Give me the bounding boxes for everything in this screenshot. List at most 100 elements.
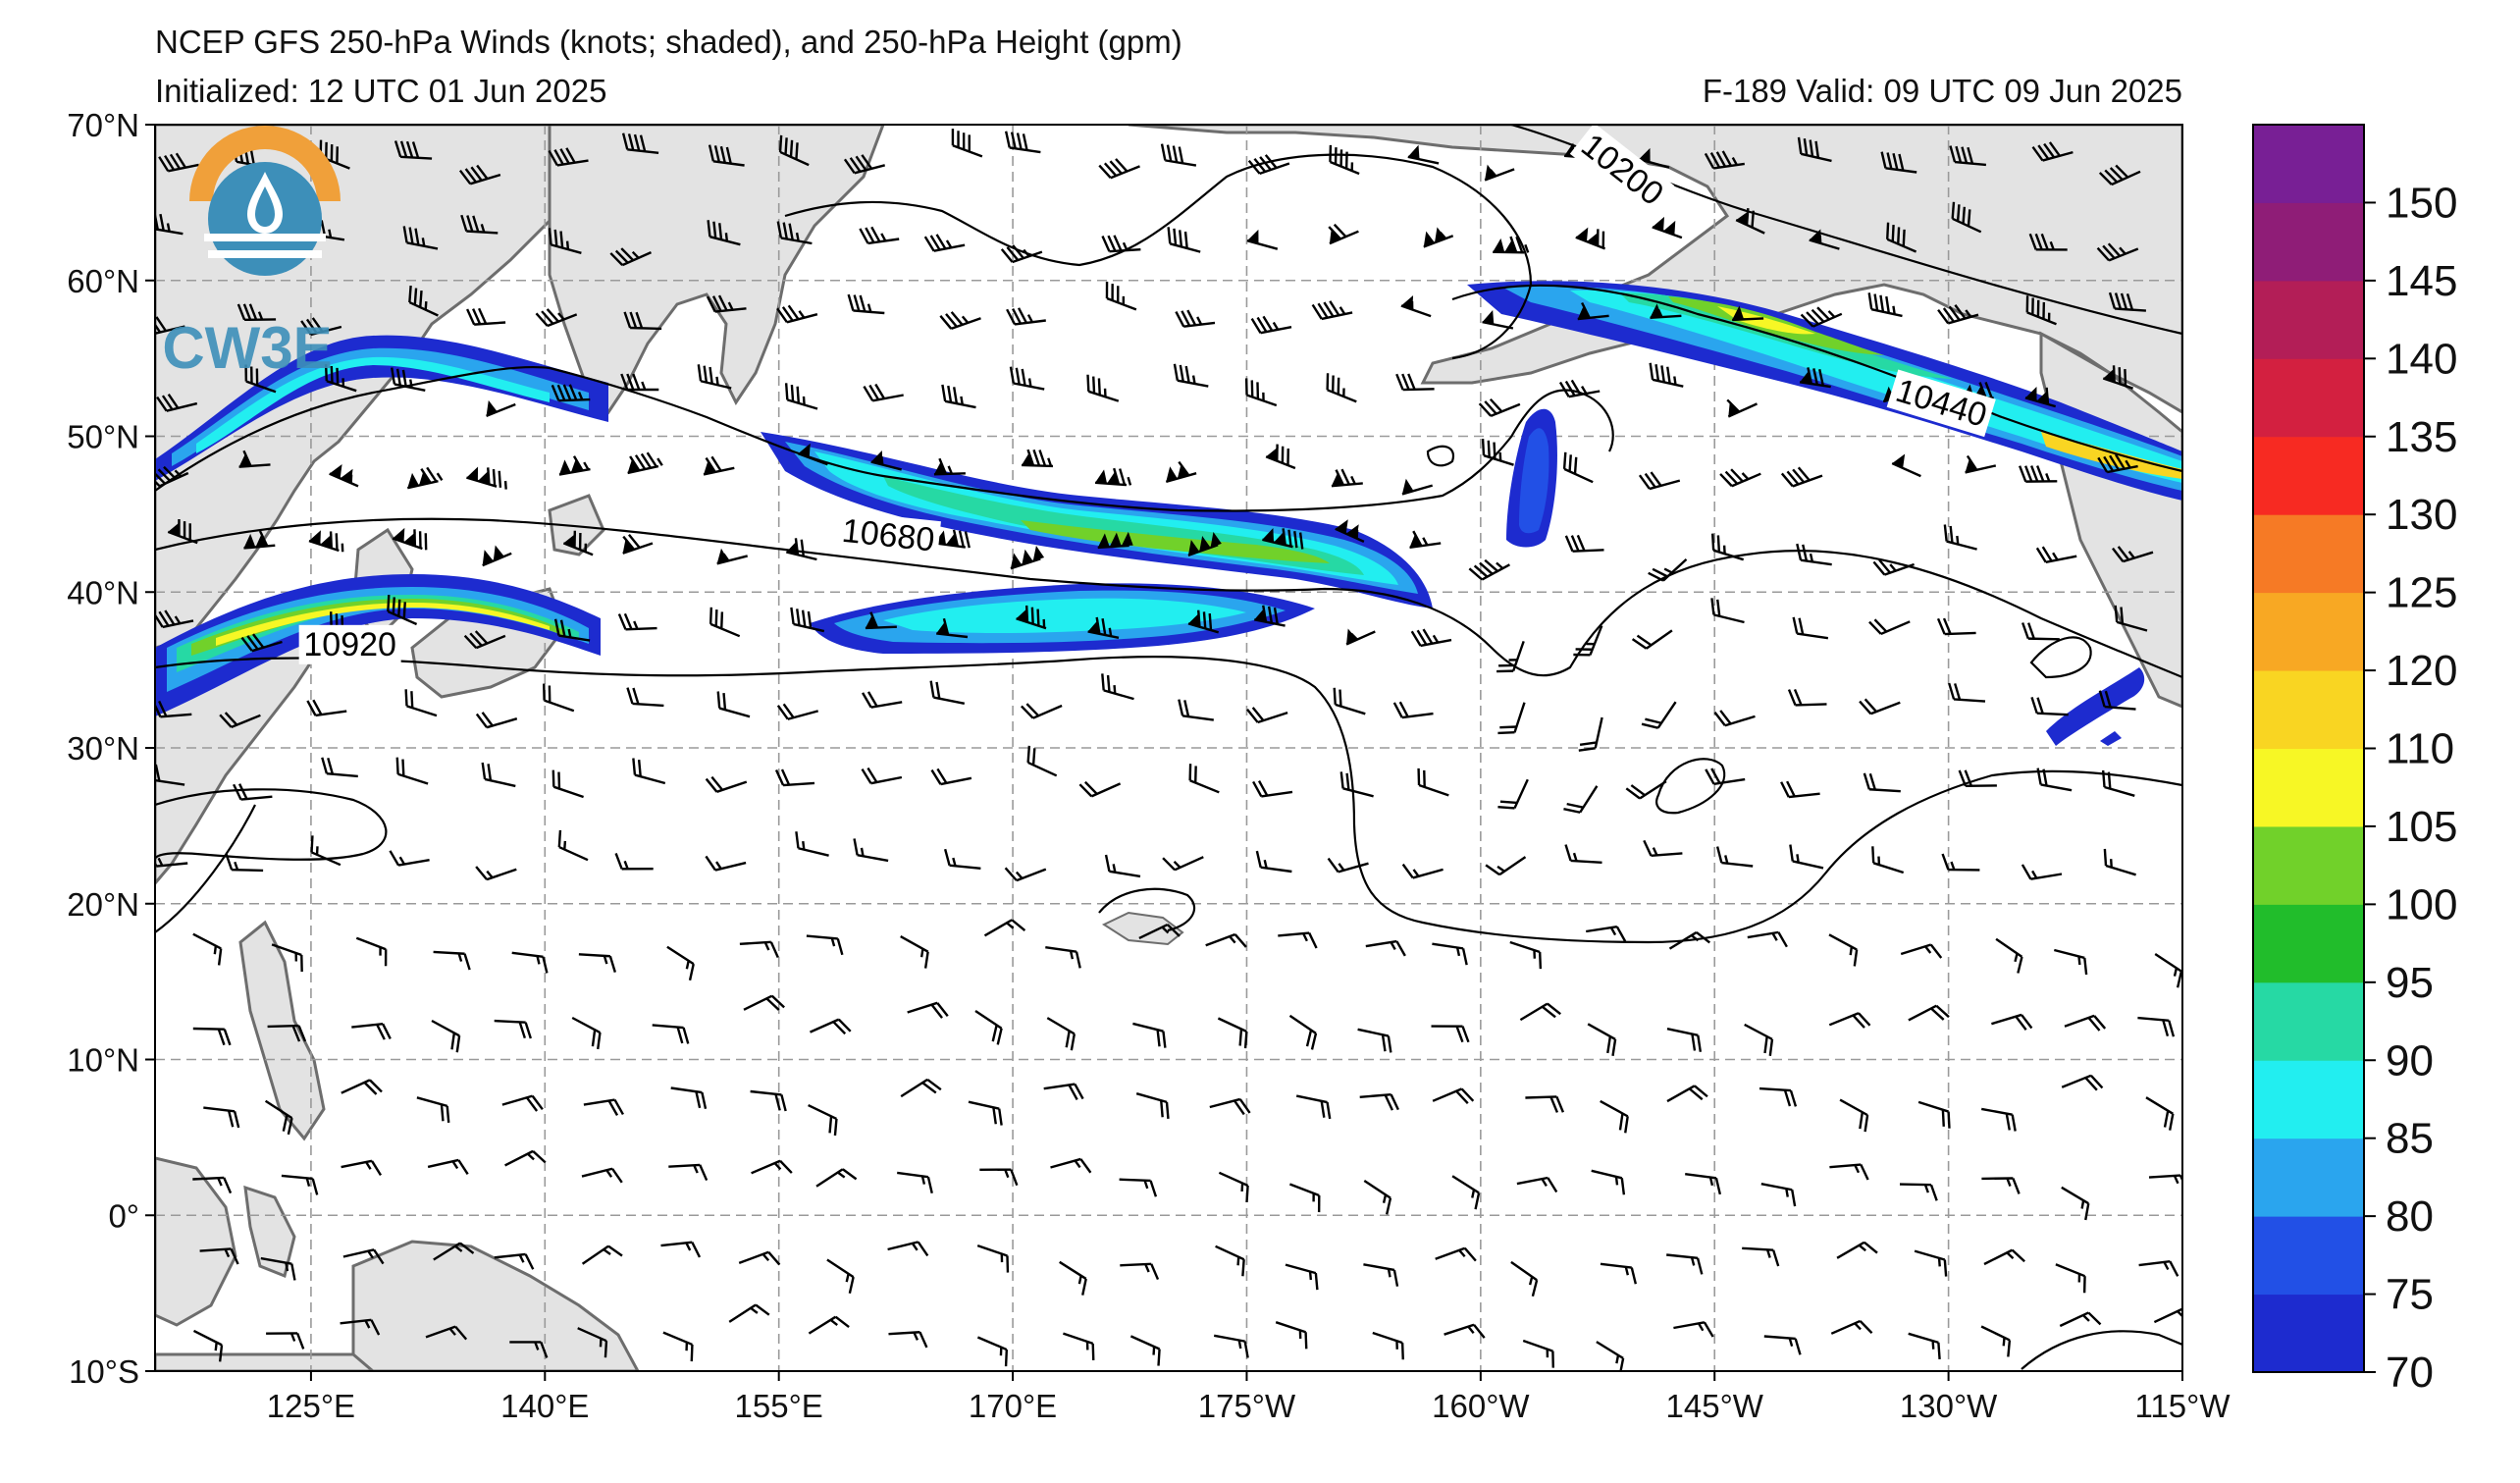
- wind-barb: [1715, 846, 1754, 868]
- wind-barb: [623, 311, 662, 331]
- wind-barb: [1435, 1246, 1477, 1262]
- wind-barb: [329, 463, 359, 488]
- wind-barb: [578, 953, 616, 973]
- land-sulawesi-moluccas: [243, 1185, 296, 1279]
- wind-barb: [1345, 628, 1376, 646]
- wind-barb: [1262, 528, 1304, 550]
- wind-barb: [391, 367, 426, 392]
- wind-barb: [1395, 373, 1435, 392]
- wind-barb: [1187, 609, 1220, 634]
- wind-barb: [1046, 1017, 1076, 1051]
- colorbar-tick-label: 120: [2386, 647, 2457, 695]
- wind-barb: [2101, 769, 2135, 797]
- contour-south-west-2: [155, 804, 256, 933]
- wind-barb: [1160, 143, 1197, 167]
- wind-barb: [1917, 1100, 1951, 1129]
- wind-barb: [1004, 867, 1047, 882]
- wind-barb: [1710, 598, 1745, 624]
- map-axes: 125°E 140°E 155°E 170°E 175°W 160°W 145°W 130°W…: [67, 107, 2231, 1424]
- wind-barb: [670, 1086, 708, 1110]
- wind-barb: [621, 132, 659, 154]
- jet-streak-central-pacific: [761, 432, 1433, 609]
- contour-10920: [155, 656, 2182, 944]
- wind-barb: [662, 1331, 694, 1362]
- wind-barb: [2153, 1307, 2182, 1324]
- wind-barb: [900, 1078, 942, 1098]
- wind-barb: [1329, 144, 1360, 176]
- wind-barb: [1444, 1323, 1486, 1339]
- wind-speed-colorbar: 70 75 80 85 90 95 100 105 110 120 125 130 135 140 145 1…: [2252, 124, 2457, 1397]
- wind-barb: [342, 1248, 385, 1265]
- colorbar-tick-label: 75: [2386, 1271, 2434, 1319]
- wind-barb: [668, 1163, 709, 1182]
- wind-barb: [790, 607, 825, 633]
- wind-barb: [1673, 1321, 1714, 1338]
- wind-barb: [1087, 616, 1120, 639]
- wind-barb: [494, 1019, 532, 1039]
- wind-barb: [1213, 1334, 1249, 1358]
- wind-barb: [1409, 530, 1442, 549]
- wind-barb: [1173, 363, 1209, 388]
- wind-barb: [1828, 1012, 1871, 1029]
- colorbar-swatch: [2253, 202, 2364, 282]
- wind-barb: [1363, 1179, 1392, 1215]
- contour-label-10920: 10920: [298, 624, 401, 664]
- wind-barb: [192, 1329, 224, 1362]
- wind-barb: [236, 303, 277, 322]
- wind-barb: [1780, 466, 1823, 488]
- wind-barb: [1493, 236, 1530, 254]
- contour-label-halo: [298, 624, 401, 664]
- wind-barb: [458, 164, 501, 185]
- wind-barb: [784, 383, 818, 410]
- wind-barb: [310, 835, 341, 867]
- wind-barb: [1735, 208, 1765, 235]
- wind-barb: [1643, 839, 1683, 858]
- wind-barb: [974, 1010, 1003, 1045]
- colorbar-tick-label: 125: [2386, 569, 2457, 617]
- wind-barb: [433, 950, 471, 971]
- wind-barb: [2064, 1014, 2107, 1032]
- wind-barb: [806, 934, 844, 956]
- wind-barb: [1936, 617, 1976, 636]
- wind-barb-layer: [155, 129, 2182, 1371]
- wind-barb: [1101, 235, 1141, 253]
- wind-barb: [626, 687, 664, 708]
- wind-barb: [660, 1241, 702, 1258]
- wind-barb: [1132, 1022, 1167, 1048]
- wind-barb: [2061, 1074, 2104, 1091]
- wind-barb: [1600, 1099, 1629, 1134]
- contour-label-10680: 10680: [835, 510, 941, 561]
- wind-barb: [501, 1094, 544, 1112]
- colorbar-tick-label: 105: [2386, 803, 2457, 851]
- wind-barb: [494, 1252, 535, 1270]
- wind-barb: [1278, 931, 1318, 949]
- wind-barb: [1326, 373, 1357, 403]
- colorbar-tick-label: 110: [2386, 725, 2454, 773]
- wind-barb: [1510, 1260, 1539, 1298]
- wind-barb: [1311, 300, 1353, 321]
- wind-barb: [2028, 233, 2068, 251]
- wind-barb: [1178, 699, 1214, 721]
- wind-barb: [321, 757, 358, 778]
- wind-barb: [581, 1167, 623, 1184]
- wind-barb: [1086, 374, 1120, 402]
- wind-barb: [1138, 923, 1181, 939]
- wind-barb: [1253, 605, 1286, 627]
- wind-barb: [1252, 780, 1293, 798]
- wind-barb: [870, 450, 902, 471]
- wind-barb: [1649, 362, 1684, 388]
- wind-barb: [2036, 768, 2073, 792]
- wind-barb: [929, 680, 966, 705]
- wind-barb: [1867, 292, 1903, 318]
- wind-barb: [1401, 478, 1434, 496]
- wind-barb: [266, 1332, 305, 1350]
- contour-label-halo: [835, 510, 941, 561]
- wind-barb: [1596, 1341, 1625, 1371]
- wind-barb: [466, 466, 507, 490]
- wind-barb: [1175, 309, 1216, 328]
- wind-barb: [267, 1024, 307, 1042]
- wind-barb: [666, 945, 695, 981]
- wind-barb: [233, 783, 273, 801]
- wind-barb: [976, 1336, 1009, 1367]
- wind-barb: [1496, 641, 1525, 673]
